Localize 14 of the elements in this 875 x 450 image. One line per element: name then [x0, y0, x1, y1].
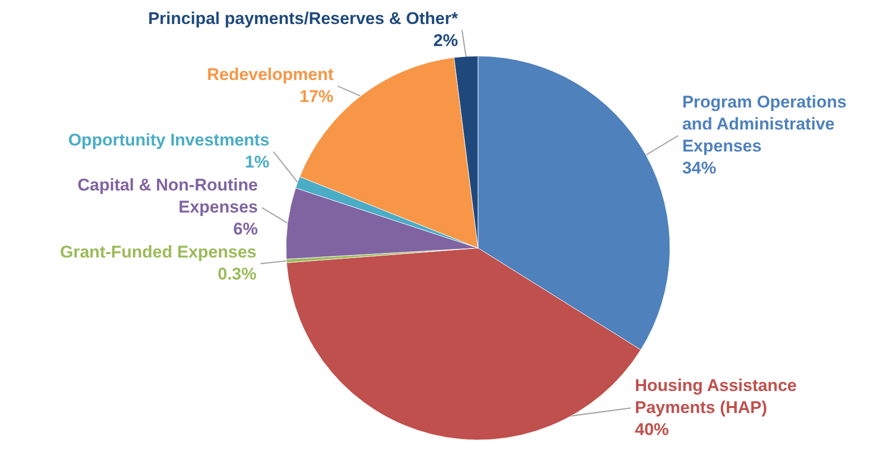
data-label: 1% [244, 152, 270, 172]
data-label: 0.3% [218, 264, 257, 284]
data-label: 40% [634, 420, 669, 439]
slice-label: Redevelopment [206, 65, 334, 84]
data-label: 2% [433, 31, 458, 50]
slice-label: Opportunity Investments [68, 130, 270, 150]
slice-label: Capital & Non-Routine Expenses [77, 176, 258, 217]
slice-label: Principal payments/Reserves & Other* [148, 9, 458, 28]
data-label: 6% [233, 220, 258, 239]
data-label: 34% [682, 158, 716, 178]
slice-label: Program Operations and Administrative Expenses [682, 92, 847, 156]
slice-label: Housing Assistance Payments (HAP) [634, 376, 797, 417]
data-label: 17% [300, 87, 334, 106]
slice-label: Grant-Funded Expenses [60, 242, 257, 262]
